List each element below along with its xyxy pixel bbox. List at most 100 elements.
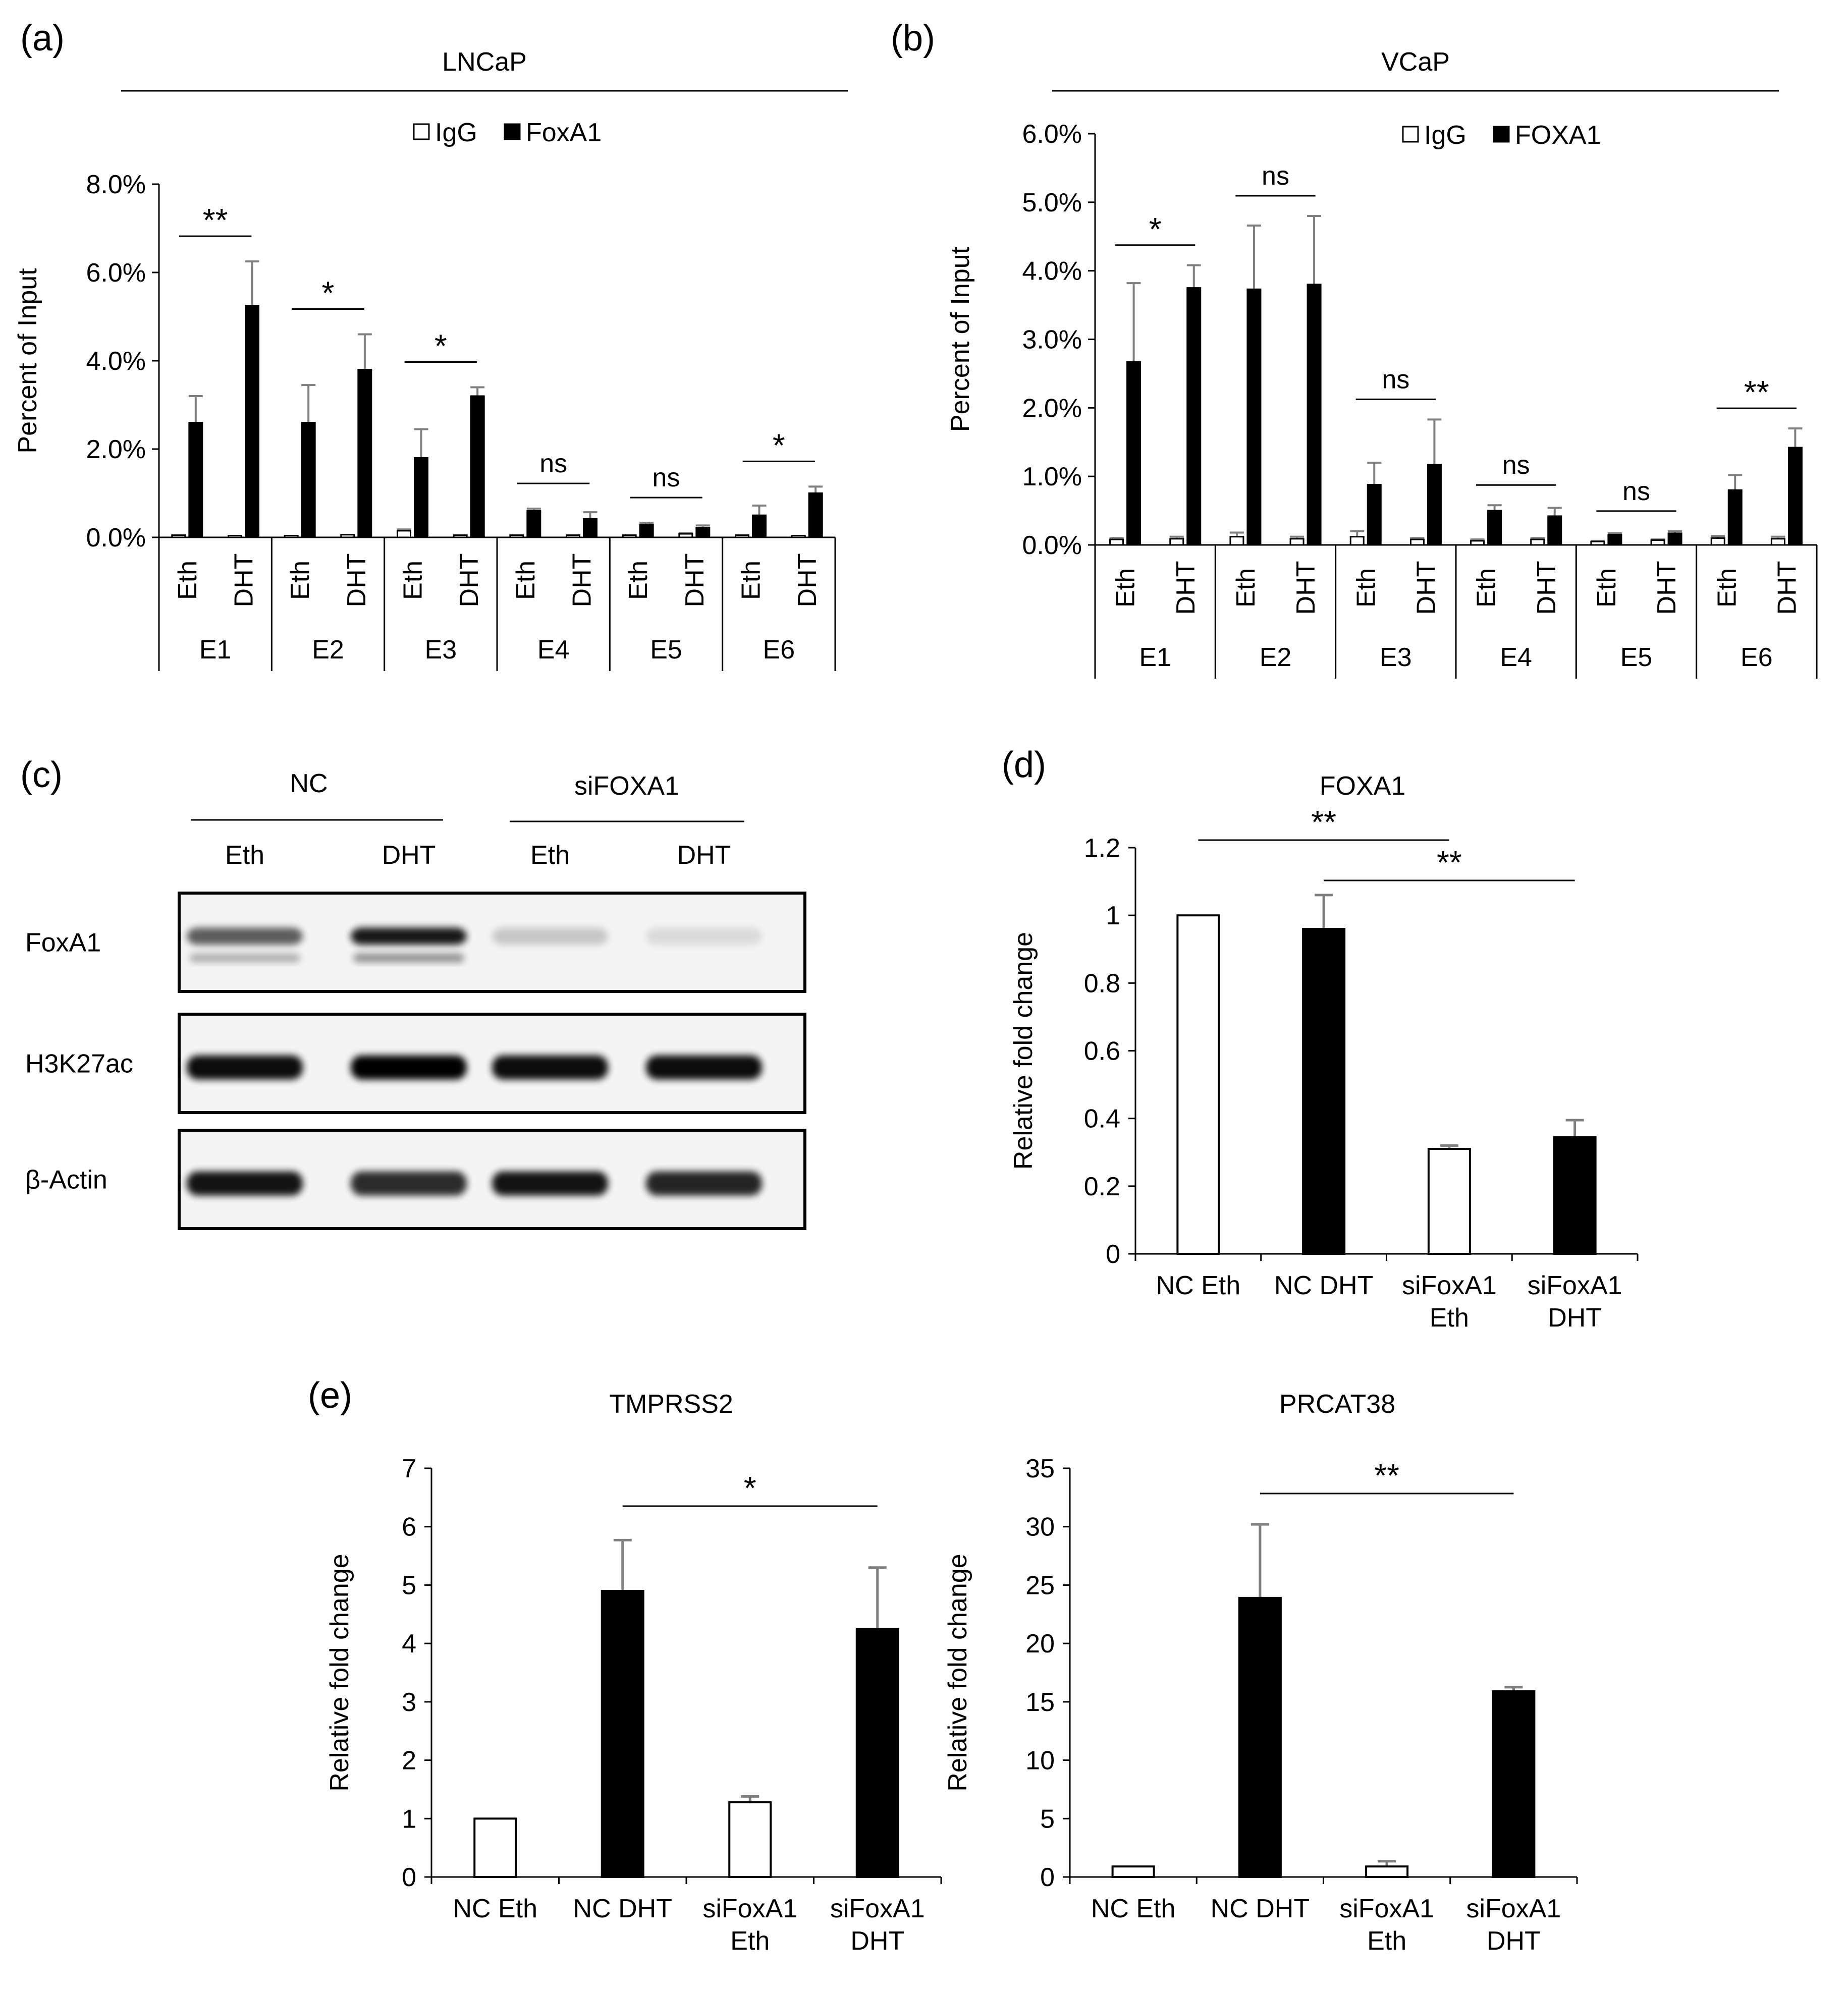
bar-igg-e2-dht: [1289, 538, 1305, 546]
bar-foxa1-e2-dht: [357, 369, 372, 538]
group-label-e6: E6: [763, 635, 795, 665]
bar-foxa1-e3-dht: [470, 395, 485, 538]
panel-a-lncap-chart: LNCaP IgG FoxA1 0.0% 2.0% 4.0% 6.0% 8.0% Percent…: [13, 47, 848, 671]
category-label: siFoxA1: [702, 1894, 797, 1923]
significance-label: ns: [1502, 451, 1530, 480]
category-label: NC Eth: [453, 1894, 537, 1923]
bar-igg-e3-eth: [1349, 536, 1365, 546]
y-axis-label: Percent of Input: [946, 246, 975, 432]
bar-igg-e2-dht: [340, 534, 355, 538]
blot-group-label-sifoxa1: siFOXA1: [574, 771, 679, 801]
panel-c-western-blot: NC siFOXA1 Eth DHT Eth DHT FoxA1 H3K27ac β-Actin: [25, 769, 806, 1230]
condition-label: DHT: [1291, 561, 1321, 615]
bar-foxa1-e3-dht: [1427, 464, 1442, 546]
blot-band: [187, 927, 303, 945]
category-label: NC DHT: [573, 1894, 672, 1923]
panel-e-prcat38-chart: PRCAT38 0 5 10 15 20 25 30 35 Relative fold chang…: [943, 1390, 1578, 1956]
bar-foxa1-e5-eth: [1607, 534, 1622, 546]
group-label-e6: E6: [1741, 643, 1773, 672]
y-tick-label: 25: [1025, 1571, 1055, 1600]
bar-foxa1-e2-dht: [1307, 284, 1322, 546]
category-label: siFoxA1: [1402, 1271, 1497, 1300]
bar-igg-e1-dht: [1169, 538, 1184, 546]
y-tick-label: 6: [402, 1513, 416, 1542]
y-tick-label: 1: [1106, 901, 1120, 930]
significance-label: *: [773, 427, 785, 463]
condition-label: Eth: [1712, 568, 1742, 607]
y-tick-label: 2: [402, 1746, 416, 1776]
y-tick-label: 4: [402, 1629, 416, 1659]
bar-igg-e3-dht: [453, 534, 468, 538]
category-label: siFoxA1: [1528, 1271, 1622, 1300]
legend-swatch-1: [1493, 126, 1510, 143]
panel-label-b: (b): [891, 18, 935, 59]
y-tick-label: 10: [1025, 1746, 1055, 1776]
bar-igg-e5-dht: [1650, 539, 1665, 546]
bar-sifoxa1-eth: [1427, 1148, 1471, 1255]
y-tick-label: 6.0%: [1022, 120, 1082, 149]
y-tick-label: 0.2: [1084, 1172, 1120, 1201]
blot-band: [187, 1055, 303, 1080]
condition-label: DHT: [793, 554, 822, 607]
condition-label: Eth: [1592, 568, 1621, 607]
panel-label-c: (c): [20, 755, 63, 795]
bar-foxa1-e5-dht: [695, 527, 711, 538]
condition-label: Eth: [286, 561, 315, 600]
category-label: DHT: [1548, 1303, 1602, 1333]
y-tick-label: 35: [1025, 1454, 1055, 1483]
bar-nc-eth: [1176, 914, 1220, 1255]
blot-row-label-0: FoxA1: [25, 928, 101, 958]
y-tick-label: 0: [1106, 1240, 1120, 1269]
legend-swatch-0: [413, 123, 430, 140]
group-label-e1: E1: [199, 635, 232, 665]
y-tick-label: 6.0%: [86, 258, 146, 288]
category-label: Eth: [1430, 1303, 1469, 1333]
y-tick-label: 15: [1025, 1688, 1055, 1717]
blot-band: [646, 927, 762, 945]
y-tick-label: 0.6: [1084, 1037, 1120, 1066]
y-axis-label: Percent of Input: [13, 268, 42, 454]
condition-label: Eth: [1111, 568, 1140, 607]
y-tick-label: 5: [402, 1571, 416, 1600]
significance-label: **: [1374, 1457, 1399, 1494]
chart-title: LNCaP: [442, 47, 527, 77]
significance-label: *: [744, 1470, 756, 1506]
category-label: siFoxA1: [1339, 1894, 1434, 1923]
y-tick-label: 7: [402, 1454, 416, 1483]
bar-igg-e1-dht: [228, 535, 242, 538]
category-label: siFoxA1: [830, 1894, 925, 1923]
group-label-e4: E4: [1500, 643, 1532, 672]
bar-igg-e4-dht: [566, 534, 580, 538]
bar-igg-e6-eth: [735, 534, 749, 538]
blot-lane-label: Eth: [530, 841, 570, 870]
legend-label-0: IgG: [1424, 121, 1466, 150]
panel-label-a: (a): [20, 18, 65, 59]
bar-igg-e4-eth: [509, 534, 524, 538]
bar-nc-dht: [1238, 1596, 1282, 1878]
bar-igg-e5-eth: [1590, 540, 1605, 546]
category-label: DHT: [850, 1926, 904, 1956]
group-label-e5: E5: [1620, 643, 1653, 672]
y-tick-label: 0: [402, 1863, 416, 1892]
bar-igg-e3-dht: [1409, 538, 1425, 546]
panel-b-vcap-chart: VCaP IgG FOXA1 0.0% 1.0% 2.0% 3.0% 4.0% 5.0% 6.0%…: [946, 47, 1818, 679]
bar-foxa1-e6-eth: [752, 514, 767, 538]
condition-label: DHT: [680, 554, 710, 607]
blot-row-label-2: β-Actin: [25, 1166, 107, 1195]
y-tick-label: 2.0%: [86, 435, 146, 464]
condition-label: DHT: [1171, 561, 1201, 615]
condition-label: DHT: [1772, 561, 1802, 615]
bar-nc-eth: [1111, 1865, 1155, 1878]
bar-igg-e1-eth: [1109, 538, 1124, 546]
bar-foxa1-e1-eth: [1126, 361, 1142, 546]
blot-band: [492, 927, 608, 945]
bar-igg-e6-eth: [1710, 537, 1725, 546]
y-tick-label: 1: [402, 1804, 416, 1834]
group-label-e3: E3: [425, 635, 457, 665]
legend-label-0: IgG: [435, 118, 477, 147]
blot-band-lower: [353, 953, 464, 963]
legend-label-1: FOXA1: [1515, 121, 1601, 150]
y-tick-label: 20: [1025, 1629, 1055, 1659]
group-label-e5: E5: [650, 635, 682, 665]
blot-band: [351, 1055, 467, 1080]
